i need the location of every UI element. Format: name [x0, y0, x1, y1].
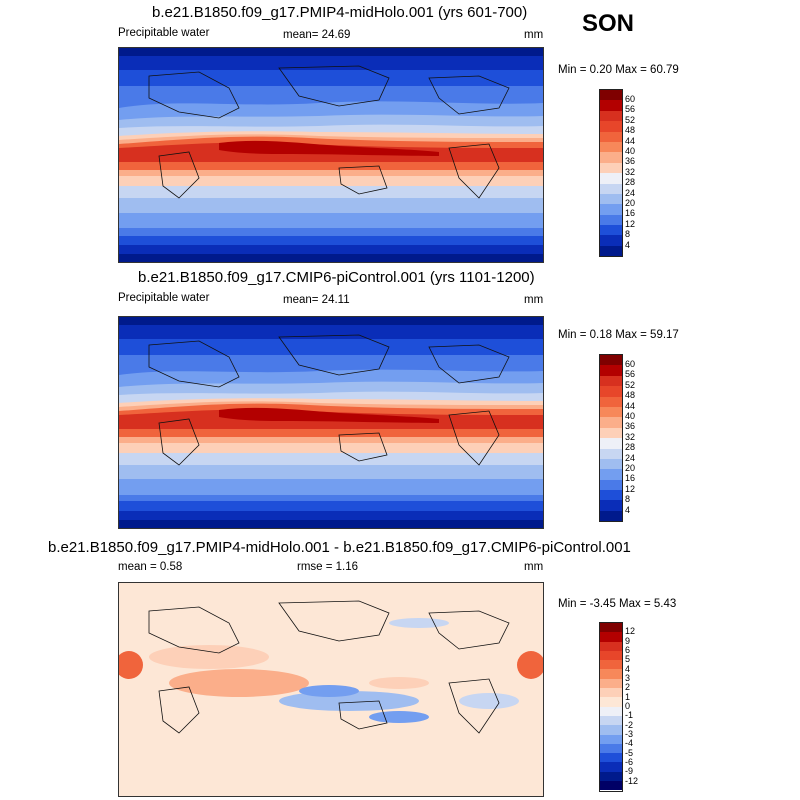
- panel1-mean: mean= 24.69: [283, 29, 351, 41]
- panel3-map-svg: [119, 583, 543, 796]
- panel3-rmse: rmse = 1.16: [297, 561, 359, 573]
- panel2-cb-label: 52: [625, 380, 636, 390]
- season-label: SON: [582, 10, 635, 37]
- panel1-minmax: Min = 0.20 Max = 60.79: [558, 64, 679, 76]
- panel1-cb-label: 56: [625, 104, 636, 114]
- panel3-cb-label: -12: [625, 776, 639, 786]
- panel2-minmax: Min = 0.18 Max = 59.17: [558, 329, 679, 341]
- panel2-cb-label: 24: [625, 453, 636, 463]
- panel3-cb-label: -6: [625, 757, 634, 767]
- panel3-mean: mean = 0.58: [118, 561, 183, 573]
- panel3-colorbar-labels: 12 9 6 5 4 3 2 1 0 -1 -2 -3 -4 -5 -6 -9 …: [625, 622, 655, 790]
- panel1-cb-label: 24: [625, 188, 636, 198]
- panel1-cb-label: 40: [625, 146, 636, 156]
- panel2-cb-label: 4: [625, 505, 631, 515]
- panel2-variable-label: Precipitable water: [118, 292, 210, 304]
- panel1-title: b.e21.B1850.f09_g17.PMIP4-midHolo.001 (y…: [152, 4, 528, 21]
- panel2-map-svg: [119, 317, 543, 528]
- panel3-cb-label: 0: [625, 701, 631, 711]
- panel1-cb-label: 32: [625, 167, 636, 177]
- panel1-colorbar: [599, 89, 623, 257]
- panel2-cb-label: 60: [625, 359, 636, 369]
- panel3-cb-label: 6: [625, 645, 631, 655]
- panel1-cb-label: 12: [625, 219, 636, 229]
- panel2-cb-label: 12: [625, 484, 636, 494]
- panel3-title: b.e21.B1850.f09_g17.PMIP4-midHolo.001 - …: [48, 539, 631, 556]
- panel2-map: [118, 316, 544, 529]
- panel1-cb-label: 36: [625, 156, 636, 166]
- panel2-title: b.e21.B1850.f09_g17.CMIP6-piControl.001 …: [138, 269, 535, 286]
- panel1-cb-label: 48: [625, 125, 636, 135]
- panel3-cb-label: 12: [625, 626, 636, 636]
- panel2-cb-label: 8: [625, 494, 631, 504]
- panel2-cb-label: 32: [625, 432, 636, 442]
- panel2-units: mm: [524, 294, 544, 306]
- panel1-cb-label: 28: [625, 177, 636, 187]
- panel2-cb-label: 20: [625, 463, 636, 473]
- panel3-cb-label: -9: [625, 766, 634, 776]
- panel3-map: [118, 582, 544, 797]
- panel2-cb-label: 44: [625, 401, 636, 411]
- panel2-cb-label: 16: [625, 473, 636, 483]
- panel1-colorbar-labels: 60 56 52 48 44 40 36 32 28 24 20 16 12 8…: [625, 89, 655, 255]
- panel3-cb-label: -4: [625, 738, 634, 748]
- panel1-cb-label: 60: [625, 94, 636, 104]
- panel2-cb-label: 36: [625, 421, 636, 431]
- panel2-colorbar: [599, 354, 623, 522]
- panel1-map: [118, 47, 544, 263]
- panel1-cb-label: 8: [625, 229, 631, 239]
- panel1-cb-label: 20: [625, 198, 636, 208]
- panel3-cb-label: -1: [625, 710, 634, 720]
- panel3-cb-label: -2: [625, 720, 634, 730]
- panel3-cb-label: 3: [625, 673, 631, 683]
- panel3-cb-label: 9: [625, 636, 631, 646]
- panel2-cb-label: 48: [625, 390, 636, 400]
- panel2-cb-label: 56: [625, 369, 636, 379]
- panel3-minmax: Min = -3.45 Max = 5.43: [558, 598, 677, 610]
- panel3-cb-label: 2: [625, 682, 631, 692]
- panel3-cb-label: -3: [625, 729, 634, 739]
- panel2-cb-label: 40: [625, 411, 636, 421]
- panel3-units: mm: [524, 561, 544, 573]
- panel1-cb-label: 4: [625, 240, 631, 250]
- panel1-map-svg: [119, 48, 543, 262]
- panel3-cb-label: 1: [625, 692, 631, 702]
- panel1-cb-label: 52: [625, 115, 636, 125]
- panel3-cb-label: -5: [625, 748, 634, 758]
- panel2-colorbar-labels: 60 56 52 48 44 40 36 32 28 24 20 16 12 8…: [625, 354, 655, 520]
- panel2-mean: mean= 24.11: [283, 294, 350, 306]
- panel1-cb-label: 16: [625, 208, 636, 218]
- panel1-units: mm: [524, 29, 544, 41]
- panel3-cb-label: 4: [625, 664, 631, 674]
- panel3-cb-label: 5: [625, 654, 631, 664]
- panel2-cb-label: 28: [625, 442, 636, 452]
- panel1-cb-label: 44: [625, 136, 636, 146]
- panel3-colorbar: [599, 622, 623, 792]
- panel1-variable-label: Precipitable water: [118, 27, 210, 39]
